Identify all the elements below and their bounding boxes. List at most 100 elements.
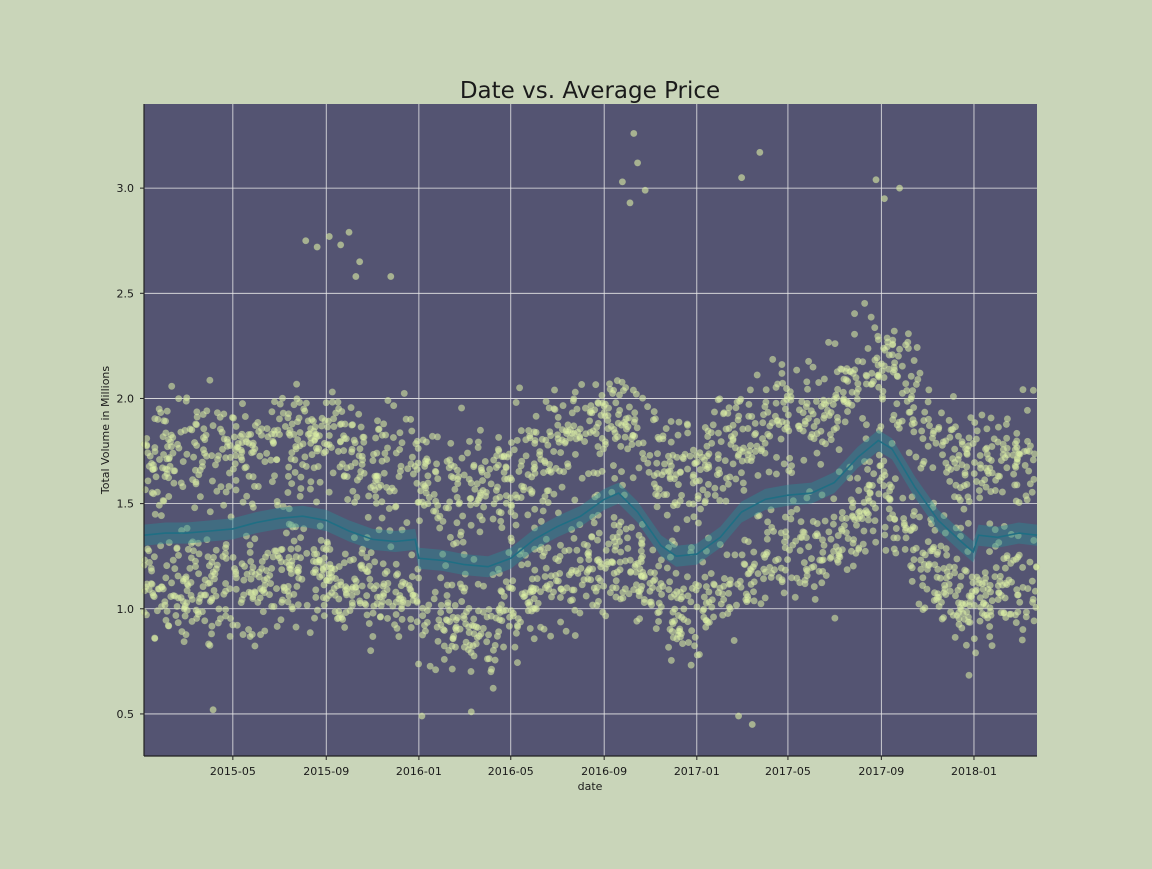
scatter-point	[154, 415, 162, 423]
scatter-point	[273, 585, 281, 593]
scatter-point	[278, 394, 286, 402]
scatter-point	[672, 569, 680, 577]
scatter-point	[196, 493, 204, 501]
scatter-point	[988, 597, 996, 605]
scatter-point	[292, 623, 300, 631]
scatter-point	[544, 498, 552, 506]
scatter-point	[210, 553, 218, 561]
scatter-point	[598, 391, 606, 399]
scatter-point	[991, 573, 999, 581]
scatter-point	[274, 552, 282, 560]
scatter-point	[497, 601, 505, 609]
scatter-point	[1013, 429, 1021, 437]
scatter-point	[267, 456, 275, 464]
scatter-point	[212, 546, 220, 554]
scatter-point	[699, 558, 707, 566]
chart-title: Date vs. Average Price	[460, 78, 720, 104]
scatter-point	[986, 548, 994, 556]
scatter-point	[541, 573, 549, 581]
scatter-point	[507, 607, 515, 615]
scatter-point	[676, 468, 684, 476]
scatter-point	[448, 665, 456, 673]
scatter-point	[687, 598, 695, 606]
scatter-point	[734, 452, 742, 460]
scatter-point	[788, 462, 796, 470]
scatter-point	[217, 483, 225, 491]
scatter-point	[813, 520, 821, 528]
scatter-point	[906, 408, 914, 416]
scatter-point	[862, 435, 870, 443]
scatter-point	[539, 507, 547, 515]
scatter-point	[809, 363, 817, 371]
scatter-point	[942, 545, 950, 553]
scatter-point	[465, 475, 473, 483]
scatter-point	[340, 472, 348, 480]
scatter-point	[869, 527, 877, 535]
scatter-point	[512, 629, 520, 637]
scatter-point	[291, 468, 299, 476]
scatter-point	[1030, 617, 1038, 625]
scatter-point	[498, 453, 506, 461]
scatter-point	[409, 470, 417, 478]
scatter-point	[145, 547, 153, 555]
scatter-point	[1012, 497, 1020, 505]
scatter-point	[789, 497, 797, 505]
scatter-point	[200, 425, 208, 433]
scatter-point	[518, 561, 526, 569]
scatter-point	[582, 592, 590, 600]
scatter-point	[245, 431, 253, 439]
scatter-point	[910, 357, 918, 365]
scatter-point	[255, 568, 263, 576]
scatter-point	[568, 596, 576, 604]
scatter-point	[395, 633, 403, 641]
scatter-point	[986, 464, 994, 472]
scatter-point	[489, 684, 497, 692]
scatter-point	[854, 385, 862, 393]
x-tick-label: 2016-01	[396, 765, 442, 778]
scatter-point	[552, 577, 560, 585]
scatter-point	[549, 588, 557, 596]
scatter-point	[531, 505, 539, 513]
scatter-point	[573, 546, 581, 554]
scatter-point	[652, 625, 660, 633]
scatter-point	[383, 455, 391, 463]
scatter-point	[294, 568, 302, 576]
scatter-point	[392, 611, 400, 619]
scatter-point	[313, 243, 321, 251]
scatter-point	[201, 449, 209, 457]
scatter-point	[408, 427, 416, 435]
scatter-point	[777, 564, 785, 572]
scatter-point	[984, 585, 992, 593]
scatter-point	[590, 469, 598, 477]
scatter-point	[616, 537, 624, 545]
scatter-point	[754, 471, 762, 479]
scatter-point	[313, 606, 321, 614]
scatter-point	[625, 403, 633, 411]
scatter-point	[449, 634, 457, 642]
scatter-point	[507, 439, 515, 447]
scatter-point	[924, 442, 932, 450]
scatter-point	[1001, 594, 1009, 602]
scatter-point	[424, 472, 432, 480]
scatter-point	[795, 406, 803, 414]
scatter-point	[208, 452, 216, 460]
scatter-point	[629, 474, 637, 482]
scatter-point	[852, 374, 860, 382]
scatter-point	[612, 577, 620, 585]
y-tick-label: 2.5	[117, 287, 135, 300]
scatter-point	[297, 554, 305, 562]
scatter-point	[767, 506, 775, 514]
scatter-point	[881, 531, 889, 539]
scatter-point	[476, 512, 484, 520]
scatter-point	[444, 599, 452, 607]
scatter-point	[710, 581, 718, 589]
scatter-point	[917, 464, 925, 472]
scatter-point	[384, 396, 392, 404]
scatter-point	[419, 612, 427, 620]
scatter-point	[711, 484, 719, 492]
scatter-point	[396, 429, 404, 437]
scatter-point	[827, 535, 835, 543]
scatter-point	[419, 436, 427, 444]
scatter-point	[765, 468, 773, 476]
scatter-point	[920, 417, 928, 425]
